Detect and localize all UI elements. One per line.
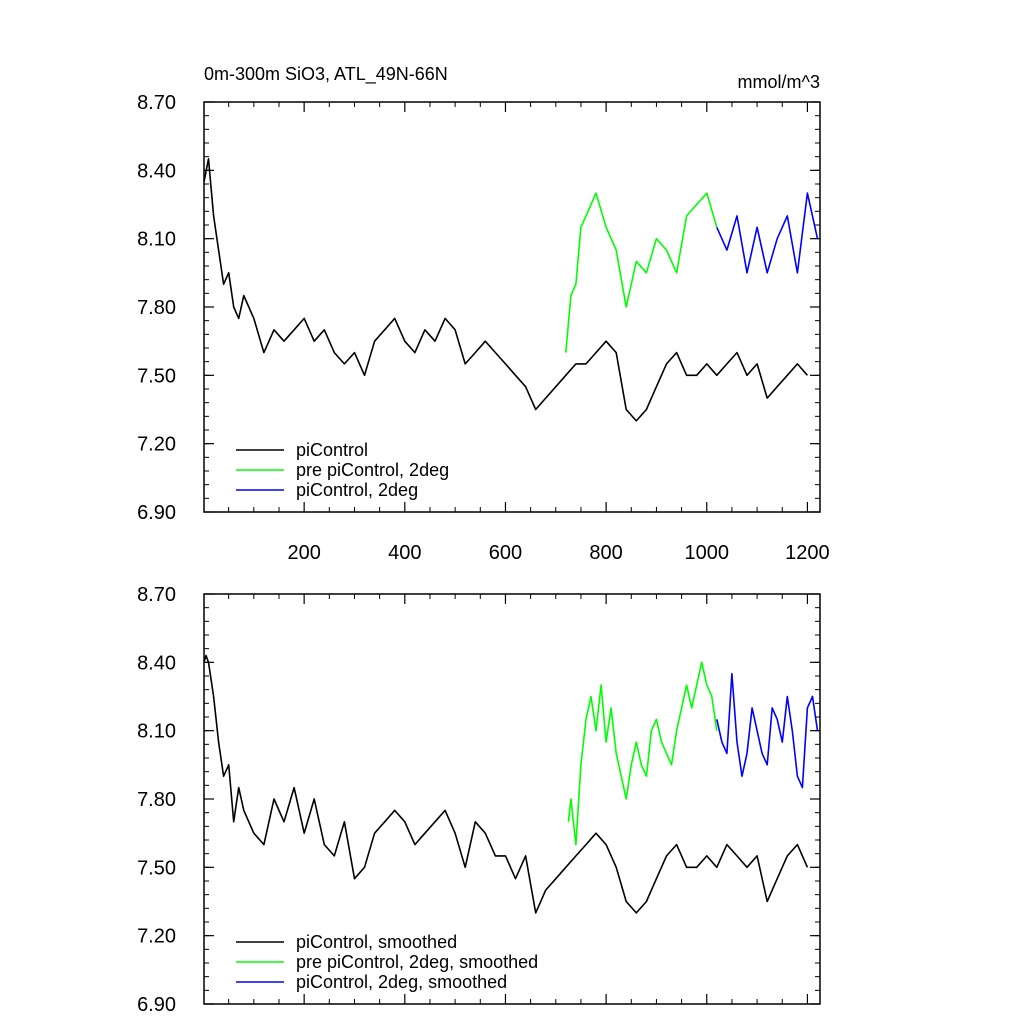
y-tick-label: 8.10 [137, 721, 176, 743]
x-tick-label: 800 [589, 542, 622, 564]
y-tick-label: 7.50 [137, 365, 176, 387]
y-tick-label: 8.10 [137, 229, 176, 251]
y-tick-label: 8.40 [137, 652, 176, 674]
y-tick-label: 8.70 [137, 92, 176, 114]
y-tick-label: 8.70 [137, 584, 176, 606]
x-tick-label: 200 [287, 542, 320, 564]
y-tick-label: 6.90 [137, 502, 176, 524]
y-tick-label: 7.20 [137, 926, 176, 948]
y-tick-label: 7.20 [137, 434, 176, 456]
legend-label: piControl, 2deg, smoothed [296, 972, 507, 992]
bottom-panel: 6.90 7.20 7.50 7.80 8.10 8.40 8.70 piControl, s… [137, 584, 821, 1016]
y-tick-label: 6.90 [137, 994, 176, 1016]
y-tick-label: 7.50 [137, 857, 176, 879]
x-tick-label: 1200 [785, 542, 830, 564]
legend-label: pre piControl, 2deg [296, 460, 449, 480]
units-label: mmol/m^3 [738, 72, 820, 92]
chart-title: 0m-300m SiO3, ATL_49N-66N [204, 64, 448, 85]
legend-label: piControl, 2deg [296, 480, 418, 500]
legend-label: pre piControl, 2deg, smoothed [296, 952, 538, 972]
y-tick-label: 7.80 [137, 789, 176, 811]
top-panel: 200 400 600 800 1000 1200 6.90 7.20 7.50 7.80 8.10… [137, 92, 830, 564]
series-line-1 [203, 654, 809, 914]
legend-label: piControl [296, 440, 368, 460]
x-tick-label: 400 [388, 542, 421, 564]
y-tick-label: 7.80 [137, 297, 176, 319]
y-tick-label: 8.40 [137, 160, 176, 182]
series-line-2 [567, 661, 718, 846]
legend-label: piControl, smoothed [296, 932, 457, 952]
x-tick-label: 1000 [685, 542, 730, 564]
series-line-3 [716, 672, 819, 789]
series-line-1 [203, 158, 809, 422]
x-tick-label: 600 [489, 542, 522, 564]
series-line-2 [565, 192, 718, 353]
series-line-3 [716, 192, 819, 274]
